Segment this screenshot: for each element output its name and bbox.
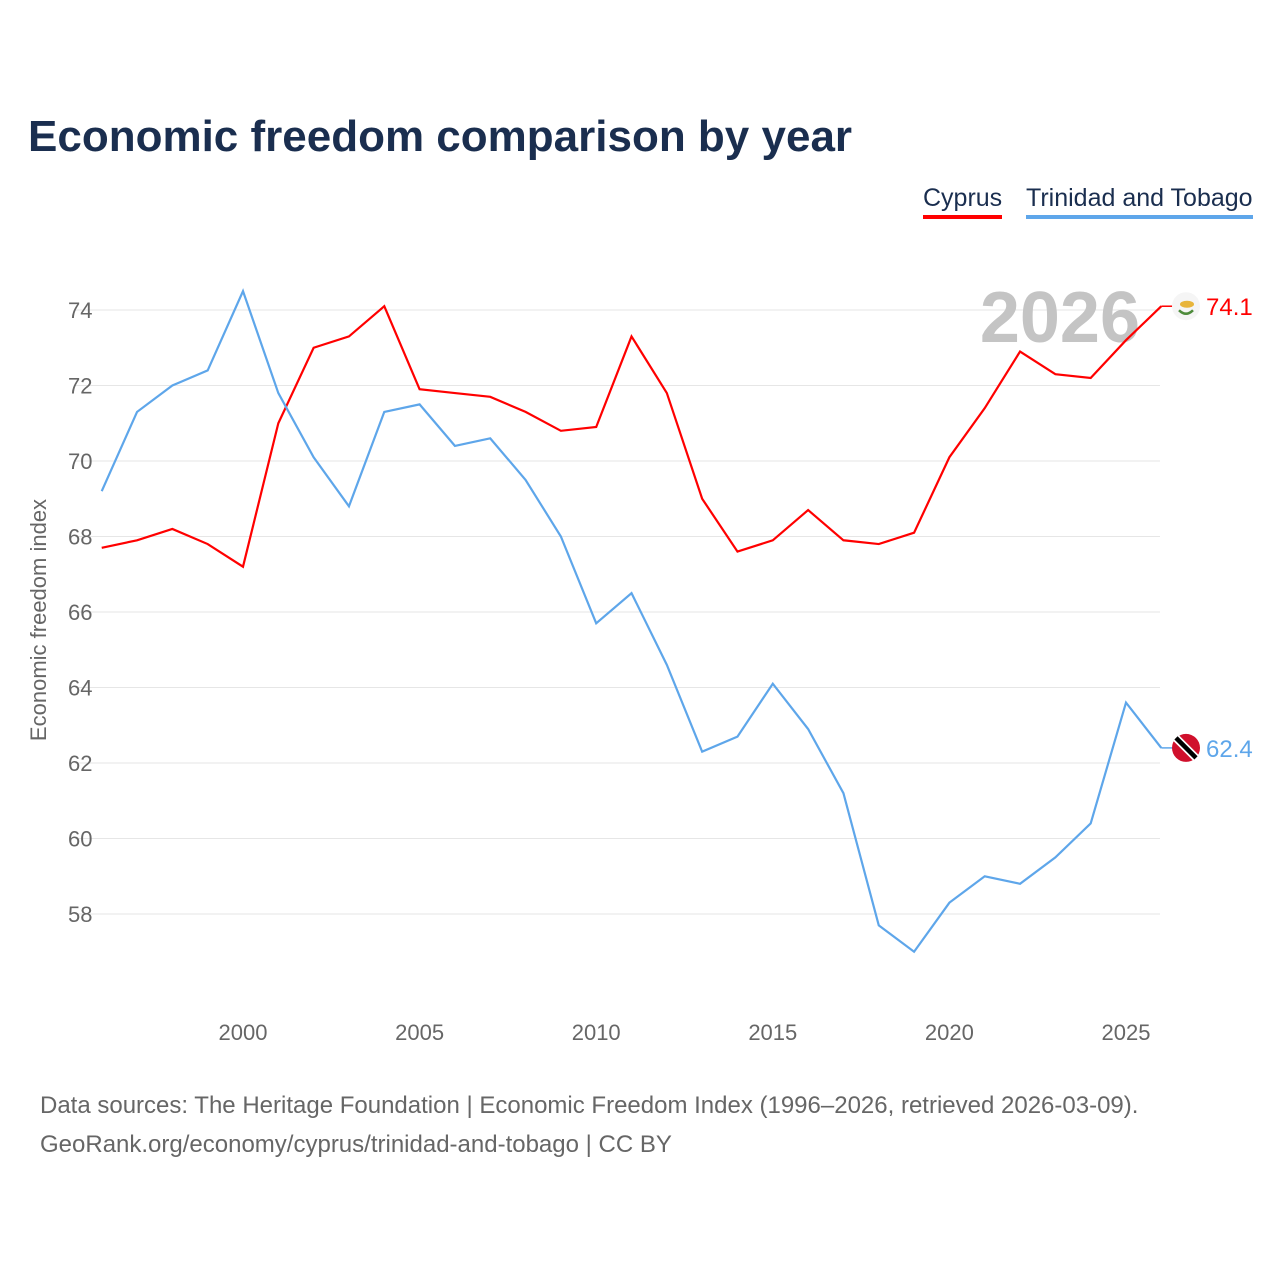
end-value-label: 74.1	[1206, 294, 1253, 321]
y-tick-label: 70	[68, 449, 92, 474]
y-tick-label: 64	[68, 676, 92, 701]
y-tick-label: 62	[68, 751, 92, 776]
y-tick-label: 58	[68, 902, 92, 927]
flag-stripe	[1174, 736, 1198, 760]
chart-title: Economic freedom comparison by year	[28, 112, 853, 161]
x-tick-label: 2010	[572, 1020, 621, 1045]
y-tick-label: 68	[68, 525, 92, 550]
x-tick-label: 2005	[395, 1020, 444, 1045]
flag-branches	[1178, 309, 1194, 315]
legend-trinidad-and-tobago[interactable]: Trinidad and Tobago	[1026, 184, 1253, 219]
y-tick-label: 74	[68, 298, 92, 323]
year-watermark: 2026	[980, 278, 1140, 358]
x-tick-label: 2000	[219, 1020, 268, 1045]
x-tick-label: 2020	[925, 1020, 974, 1045]
y-tick-label: 72	[68, 374, 92, 399]
x-tick-label: 2025	[1102, 1020, 1151, 1045]
series-line-cyprus	[101, 304, 1163, 569]
end-value-label: 62.4	[1206, 736, 1253, 763]
legend-cyprus[interactable]: Cyprus	[923, 184, 1003, 219]
source-line-1: Data sources: The Heritage Foundation | …	[40, 1092, 1139, 1119]
flag-island	[1180, 300, 1194, 308]
x-tick-label: 2015	[748, 1020, 797, 1045]
source-line-2[interactable]: GeoRank.org/economy/cyprus/trinidad-and-…	[40, 1131, 672, 1158]
y-tick-label: 66	[68, 600, 92, 625]
y-tick-label: 60	[68, 827, 92, 852]
y-axis-label: Economic freedom index	[26, 499, 51, 741]
series-line-trinidad	[100, 288, 1163, 954]
source-note: Data sources: The Heritage Foundation | …	[40, 1086, 1138, 1164]
